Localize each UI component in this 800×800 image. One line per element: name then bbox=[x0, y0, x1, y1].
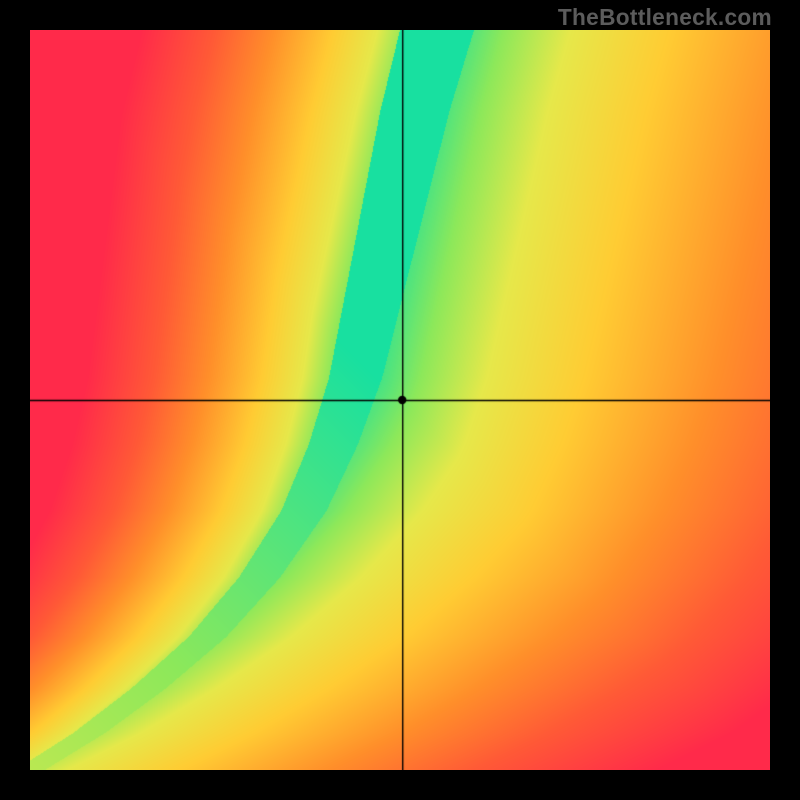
plot-area bbox=[30, 30, 770, 770]
chart-frame: TheBottleneck.com bbox=[0, 0, 800, 800]
watermark-text: TheBottleneck.com bbox=[558, 4, 772, 31]
heatmap-canvas bbox=[30, 30, 770, 770]
